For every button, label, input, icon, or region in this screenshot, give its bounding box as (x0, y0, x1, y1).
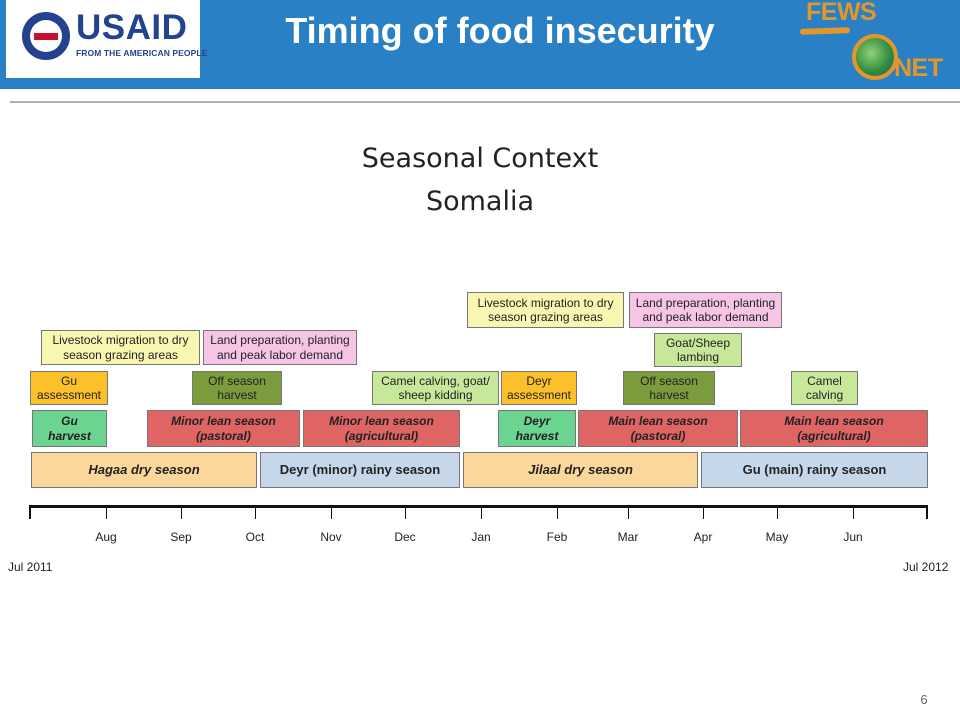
month-label: Jan (471, 530, 491, 544)
usaid-tagline: FROM THE AMERICAN PEOPLE (76, 48, 208, 58)
goat-sheep-lambing: Goat/Sheep lambing (654, 333, 742, 367)
month-label: Apr (693, 530, 713, 544)
axis-tick (628, 505, 629, 519)
globe-icon (852, 34, 898, 80)
net-logo-text: NET (894, 54, 943, 82)
month-label: Mar (617, 530, 639, 544)
gu-harvest: Gu harvest (32, 410, 107, 447)
axis-tick (777, 505, 778, 519)
minor-lean-pastoral: Minor lean season (pastoral) (147, 410, 300, 447)
off-season-harvest-2: Off season harvest (623, 371, 715, 405)
livestock-migration-1: Livestock migration to dry season grazing… (41, 330, 200, 365)
timeline-start-label: Jul 2011 (8, 560, 53, 574)
main-lean-pastoral: Main lean season (pastoral) (578, 410, 738, 447)
axis-tick (331, 505, 332, 519)
axis-tick (255, 505, 256, 519)
axis-tick (181, 505, 182, 519)
camel-calving-goat-kidding: Camel calving, goat/sheep kidding (372, 371, 499, 405)
page-number: 6 (920, 692, 928, 707)
axis-tick-start (29, 505, 31, 519)
month-label: Oct (245, 530, 265, 544)
fews-net-logo: FEWS NET (799, 0, 960, 89)
header-bar: USAID FROM THE AMERICAN PEOPLE Timing of… (0, 0, 960, 89)
month-label: Dec (394, 530, 416, 544)
timeline-axis (30, 505, 928, 508)
axis-tick (853, 505, 854, 519)
slide-title: Timing of food insecurity (285, 10, 715, 51)
axis-tick (481, 505, 482, 519)
logo-swoosh-icon (799, 27, 851, 35)
month-label: Nov (320, 530, 342, 544)
land-preparation-2: Land preparation, planting and peak labor… (629, 292, 782, 328)
minor-lean-agricultural: Minor lean season (agricultural) (303, 410, 460, 447)
season-gu: Gu (main) rainy season (701, 452, 928, 488)
header-divider (10, 101, 960, 103)
axis-tick (405, 505, 406, 519)
month-label: Sep (170, 530, 192, 544)
season-jilaal: Jilaal dry season (463, 452, 698, 488)
off-season-harvest-1: Off season harvest (192, 371, 282, 405)
gu-assessment: Gu assessment (30, 371, 108, 405)
deyr-harvest: Deyr harvest (498, 410, 576, 447)
month-label: Feb (546, 530, 568, 544)
usaid-logo: USAID FROM THE AMERICAN PEOPLE (6, 0, 207, 78)
season-deyr: Deyr (minor) rainy season (260, 452, 460, 488)
axis-tick-end (926, 505, 928, 519)
subtitle-line-1: Seasonal Context (361, 143, 599, 174)
axis-tick (106, 505, 107, 519)
main-lean-agricultural: Main lean season (agricultural) (740, 410, 928, 447)
axis-tick (557, 505, 558, 519)
timeline-end-label: Jul 2012 (903, 560, 949, 574)
fews-logo-text: FEWS (806, 0, 877, 26)
usaid-seal-icon (22, 12, 70, 60)
month-label: Jun (843, 530, 863, 544)
livestock-migration-2: Livestock migration to dry season grazing… (467, 292, 624, 328)
axis-tick (703, 505, 704, 519)
season-hagaa: Hagaa dry season (31, 452, 257, 488)
land-preparation-1: Land preparation, planting and peak labor… (203, 330, 357, 365)
month-label: May (765, 530, 789, 544)
subtitle-line-2: Somalia (425, 186, 535, 217)
deyr-assessment: Deyr assessment (501, 371, 577, 405)
camel-calving: Camel calving (791, 371, 858, 405)
usaid-logo-text: USAID (76, 8, 188, 47)
month-label: Aug (95, 530, 117, 544)
